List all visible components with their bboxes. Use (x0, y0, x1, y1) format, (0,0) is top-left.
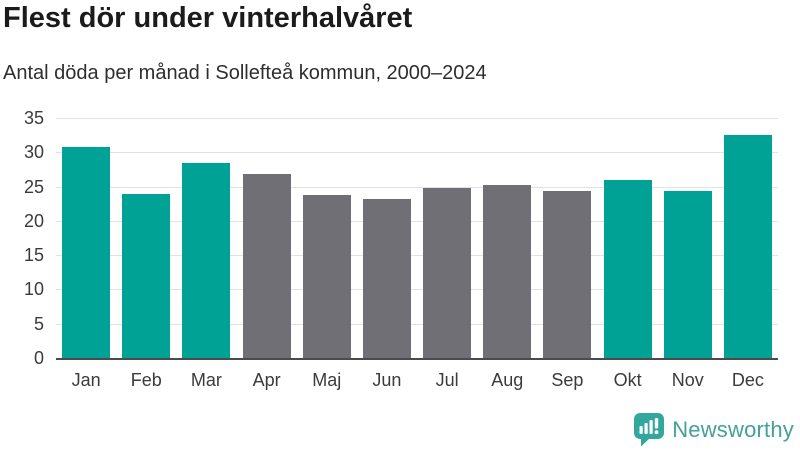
bar-jun (362, 198, 411, 358)
x-tick-label: Apr (252, 370, 281, 390)
gridline (56, 289, 778, 291)
x-tick-label: Jul (435, 370, 459, 390)
x-tick-label: Jun (372, 370, 402, 390)
chart-subtitle: Antal döda per månad i Sollefteå kommun,… (3, 62, 487, 84)
x-tick-label: Nov (671, 370, 704, 390)
bar-jul (423, 187, 472, 358)
y-tick-label: 25 (23, 176, 44, 197)
y-tick-label: 10 (23, 279, 44, 300)
bar-mar (182, 163, 231, 358)
x-tick-label: Jan (71, 370, 101, 390)
y-tick-label: 15 (23, 245, 44, 266)
newsworthy-logo: Newsworthy (634, 413, 794, 447)
x-tick-label: Maj (312, 370, 342, 390)
bar-aug (483, 185, 532, 358)
y-tick-label: 20 (23, 210, 44, 231)
chart-title: Flest dör under vinterhalvåret (3, 2, 413, 34)
bar-apr (242, 174, 291, 358)
x-tick-label: Feb (130, 370, 162, 390)
x-axis-line (56, 358, 778, 360)
bar-dec (723, 135, 772, 358)
newsworthy-logo-icon (634, 413, 665, 447)
gridline (56, 186, 778, 188)
bar-nov (663, 191, 712, 358)
x-tick-label: Okt (613, 370, 642, 390)
bar-sep (543, 190, 592, 358)
y-tick-label: 0 (33, 348, 44, 368)
gridline (56, 255, 778, 257)
bar-okt (603, 180, 652, 358)
y-tick-label: 5 (33, 313, 44, 334)
gridline (56, 220, 778, 222)
y-tick-label: 35 (23, 108, 44, 128)
x-tick-label: Mar (190, 370, 222, 390)
gridline (56, 118, 778, 119)
newsworthy-logo-text: Newsworthy (672, 417, 794, 442)
bar-chart: 0 5 10 15 20 25 30 35 Jan Feb Mar Apr Maj Jun Jul Aug Se… (0, 108, 800, 412)
gridline (56, 152, 778, 154)
bar-jan (62, 146, 111, 358)
bar-feb (122, 194, 171, 358)
x-tick-label: Sep (551, 370, 584, 390)
x-tick-label: Dec (731, 370, 764, 390)
y-tick-label: 30 (23, 142, 44, 163)
gridline (56, 323, 778, 325)
bar-maj (302, 194, 351, 358)
x-tick-label: Aug (491, 370, 524, 390)
